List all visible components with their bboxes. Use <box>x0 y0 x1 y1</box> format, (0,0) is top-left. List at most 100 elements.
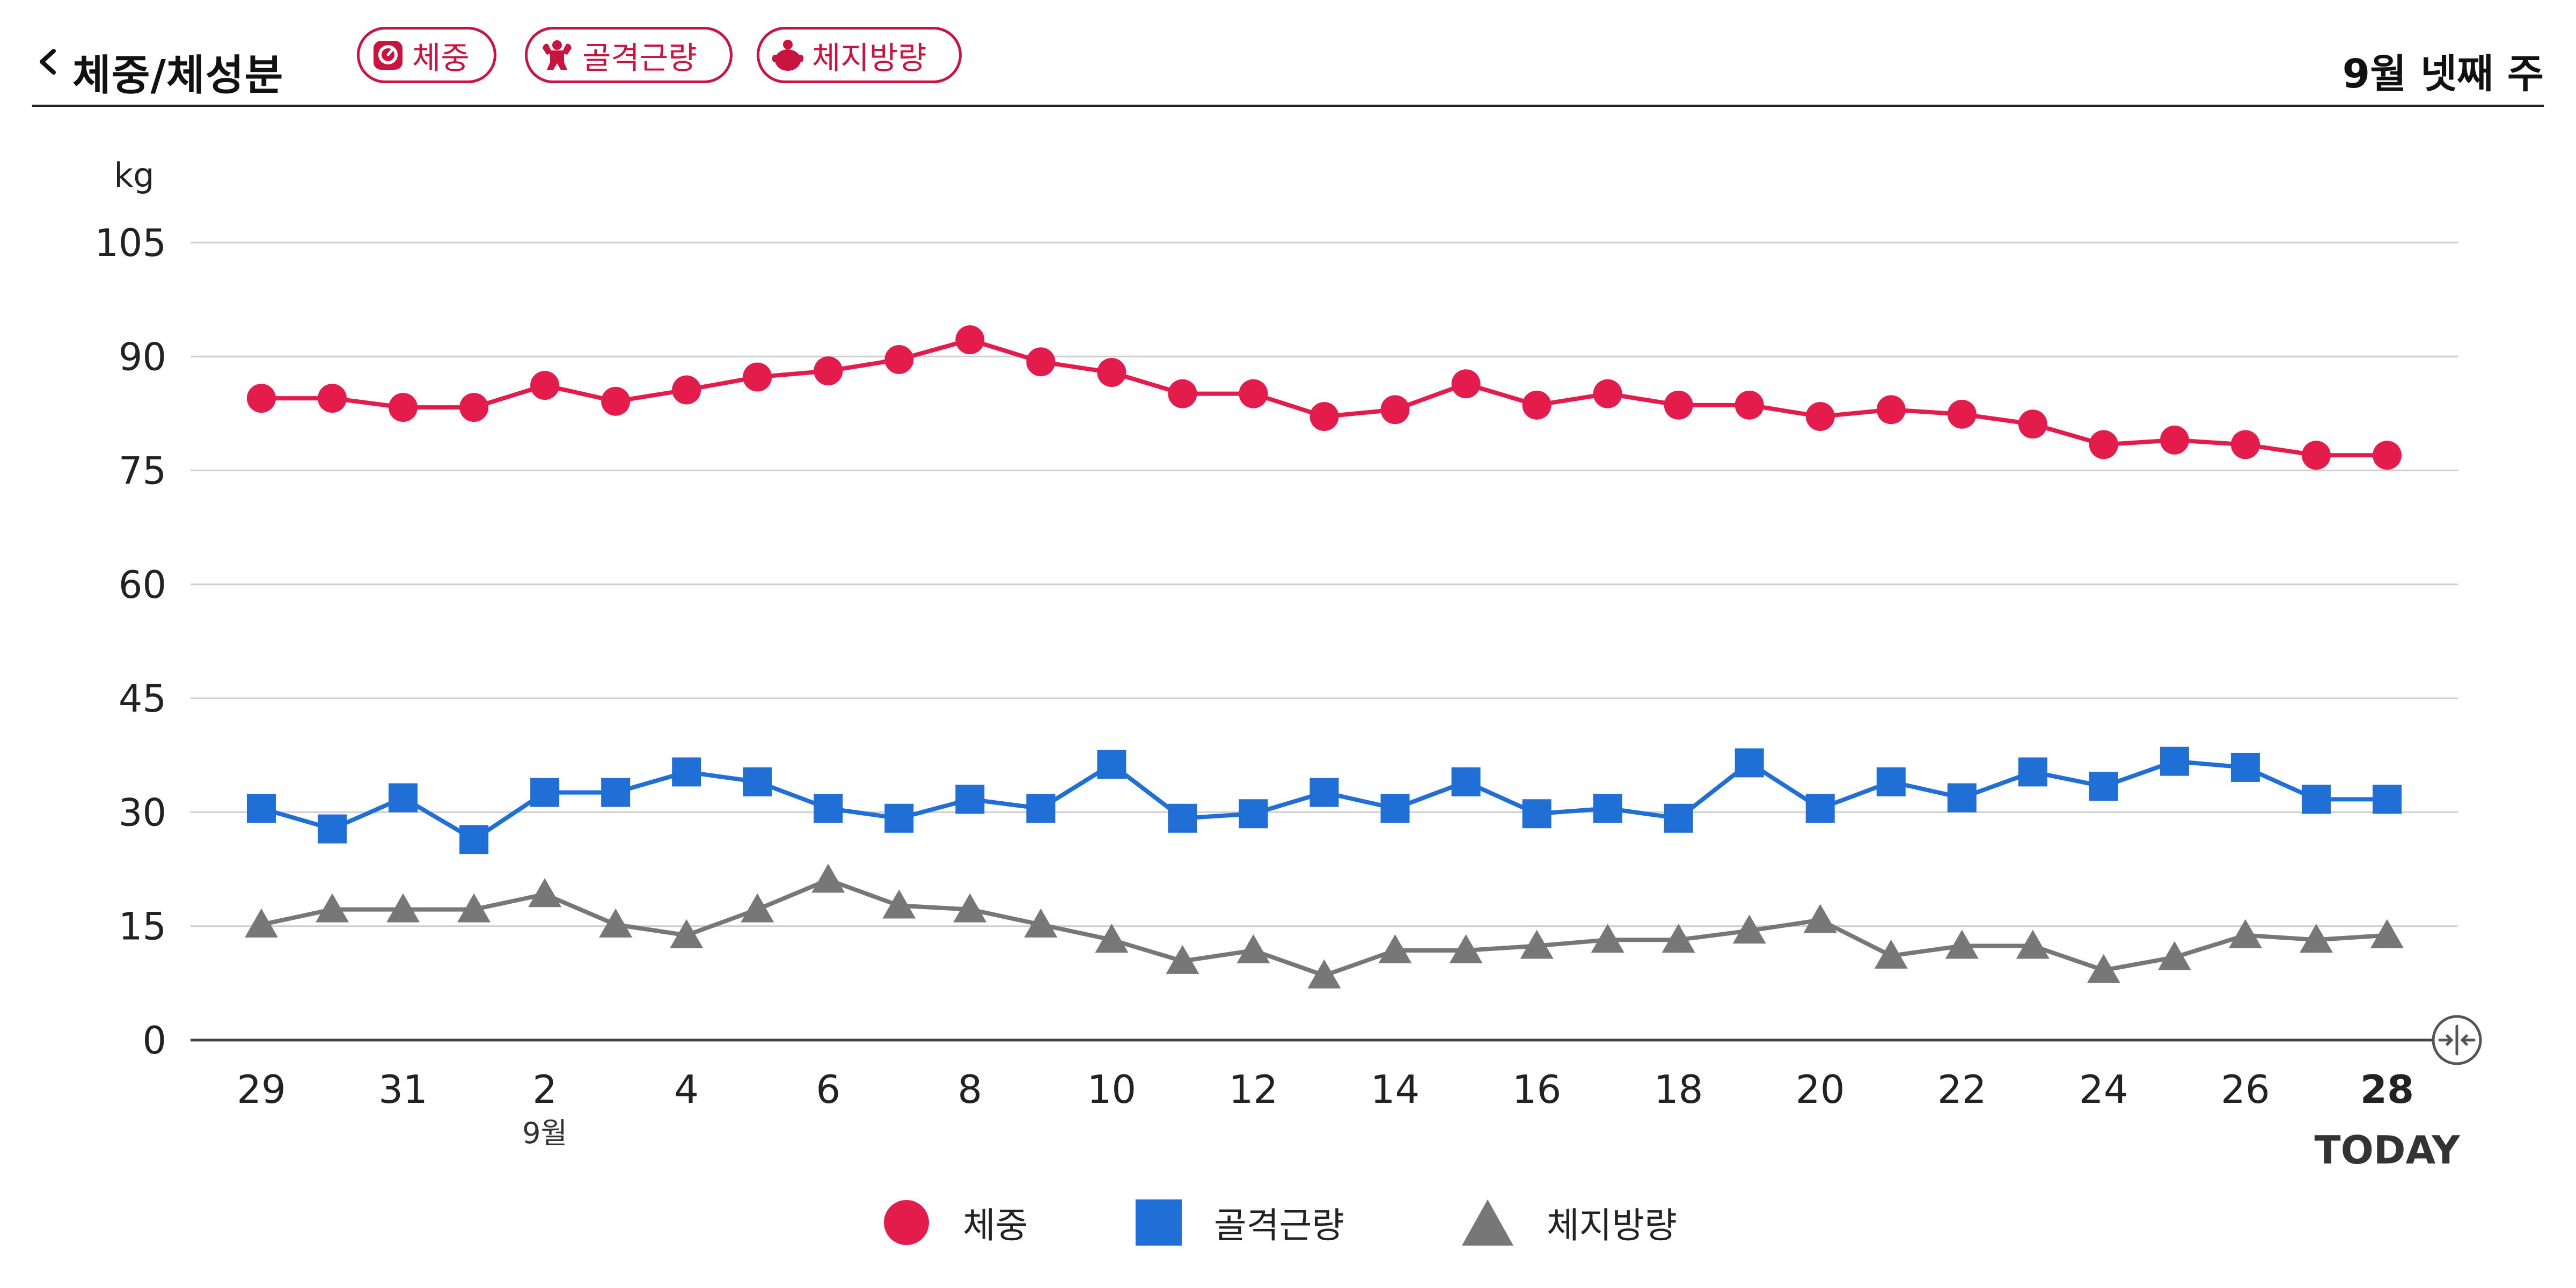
data-point[interactable] <box>811 863 845 892</box>
data-point[interactable] <box>530 371 559 400</box>
data-point[interactable] <box>1593 794 1622 823</box>
circle-marker-icon <box>882 1198 931 1247</box>
data-point[interactable] <box>1308 960 1341 989</box>
data-point[interactable] <box>459 825 488 854</box>
data-point[interactable] <box>1452 369 1481 398</box>
data-point[interactable] <box>1452 767 1481 796</box>
data-point[interactable] <box>1097 358 1126 387</box>
data-point[interactable] <box>389 393 418 422</box>
data-point[interactable] <box>2370 919 2404 948</box>
y-tick-label: 90 <box>119 335 166 379</box>
data-point[interactable] <box>884 804 913 833</box>
x-tick-label: 10 <box>1087 1067 1137 1112</box>
data-point[interactable] <box>1877 767 1906 796</box>
legend-label: 체중 <box>963 1197 1028 1248</box>
data-point[interactable] <box>2160 747 2189 776</box>
data-point[interactable] <box>2160 426 2189 455</box>
data-point[interactable] <box>672 376 701 405</box>
x-tick-label: 26 <box>2221 1067 2270 1112</box>
data-point[interactable] <box>1239 799 1268 828</box>
x-tick-label: 4 <box>674 1067 699 1112</box>
data-point[interactable] <box>247 794 276 823</box>
data-point[interactable] <box>601 778 630 807</box>
data-point[interactable] <box>1168 379 1197 408</box>
data-point[interactable] <box>1806 402 1835 431</box>
data-point[interactable] <box>882 890 916 919</box>
data-point[interactable] <box>1664 391 1693 420</box>
chart-legend: 체중 골격근량 체지방량 <box>0 1197 2576 1261</box>
data-point[interactable] <box>1168 804 1197 833</box>
data-point[interactable] <box>2302 441 2331 470</box>
data-point[interactable] <box>1097 750 1126 779</box>
data-point[interactable] <box>1239 379 1268 408</box>
x-tick-label: 12 <box>1229 1067 1278 1112</box>
data-point[interactable] <box>1523 391 1552 420</box>
y-tick-label: 30 <box>119 791 166 835</box>
data-point[interactable] <box>601 387 630 416</box>
data-point[interactable] <box>743 362 772 391</box>
data-point[interactable] <box>1806 794 1835 823</box>
collapse-chart-button[interactable] <box>2433 1016 2480 1064</box>
data-point[interactable] <box>2089 430 2118 459</box>
data-point[interactable] <box>743 767 772 796</box>
data-point[interactable] <box>1310 778 1339 807</box>
data-point[interactable] <box>389 784 418 813</box>
data-point[interactable] <box>2089 772 2118 801</box>
data-point[interactable] <box>955 325 984 354</box>
data-point[interactable] <box>318 815 347 844</box>
x-tick-label: 24 <box>2079 1067 2128 1112</box>
data-point[interactable] <box>459 393 488 422</box>
y-tick-label: 0 <box>142 1019 166 1063</box>
series-muscle <box>247 747 2402 854</box>
data-point[interactable] <box>741 894 774 923</box>
legend-item-fat[interactable]: 체지방량 <box>1461 1197 1677 1248</box>
square-marker-icon <box>1136 1198 1182 1247</box>
data-point[interactable] <box>528 878 561 907</box>
data-point[interactable] <box>1381 794 1410 823</box>
x-tick-label: 18 <box>1654 1067 1703 1112</box>
data-point[interactable] <box>599 909 632 938</box>
data-point[interactable] <box>1026 347 1055 376</box>
data-point[interactable] <box>1804 904 1837 933</box>
data-point[interactable] <box>1948 784 1977 813</box>
data-point[interactable] <box>2229 919 2262 948</box>
x-tick-sublabel: 9월 <box>522 1116 567 1150</box>
data-point[interactable] <box>1381 395 1410 424</box>
data-point[interactable] <box>1026 794 1055 823</box>
legend-label: 체지방량 <box>1547 1197 1677 1248</box>
data-point[interactable] <box>2231 753 2260 782</box>
data-point[interactable] <box>672 757 701 786</box>
data-point[interactable] <box>530 778 559 807</box>
data-point[interactable] <box>2231 430 2260 459</box>
data-point[interactable] <box>1877 395 1906 424</box>
data-point[interactable] <box>1523 799 1552 828</box>
legend-item-weight[interactable]: 체중 <box>882 1197 1028 1248</box>
data-point[interactable] <box>1735 748 1764 777</box>
x-tick-label: 6 <box>816 1067 840 1112</box>
data-point[interactable] <box>2373 441 2402 470</box>
data-point[interactable] <box>1593 379 1622 408</box>
x-tick-label: 31 <box>378 1067 428 1112</box>
data-point[interactable] <box>318 384 347 413</box>
data-point[interactable] <box>814 794 843 823</box>
data-point[interactable] <box>955 785 984 814</box>
x-tick-label: 2 <box>532 1067 557 1112</box>
y-axis-unit: kg <box>114 156 154 195</box>
data-point[interactable] <box>1664 804 1693 833</box>
legend-item-muscle[interactable]: 골격근량 <box>1136 1197 1344 1248</box>
x-tick-label: 8 <box>957 1067 982 1112</box>
data-point[interactable] <box>1735 391 1764 420</box>
data-point[interactable] <box>2018 757 2047 786</box>
data-point[interactable] <box>814 356 843 385</box>
data-point[interactable] <box>1310 402 1339 431</box>
data-point[interactable] <box>884 345 913 374</box>
x-tick-label: 14 <box>1371 1067 1420 1112</box>
data-point[interactable] <box>2018 409 2047 438</box>
data-point[interactable] <box>2302 785 2331 814</box>
y-tick-label: 60 <box>119 563 166 607</box>
data-point[interactable] <box>1236 934 1270 963</box>
data-point[interactable] <box>247 384 276 413</box>
y-tick-label: 105 <box>94 221 166 265</box>
data-point[interactable] <box>1948 400 1977 429</box>
data-point[interactable] <box>2373 785 2402 814</box>
